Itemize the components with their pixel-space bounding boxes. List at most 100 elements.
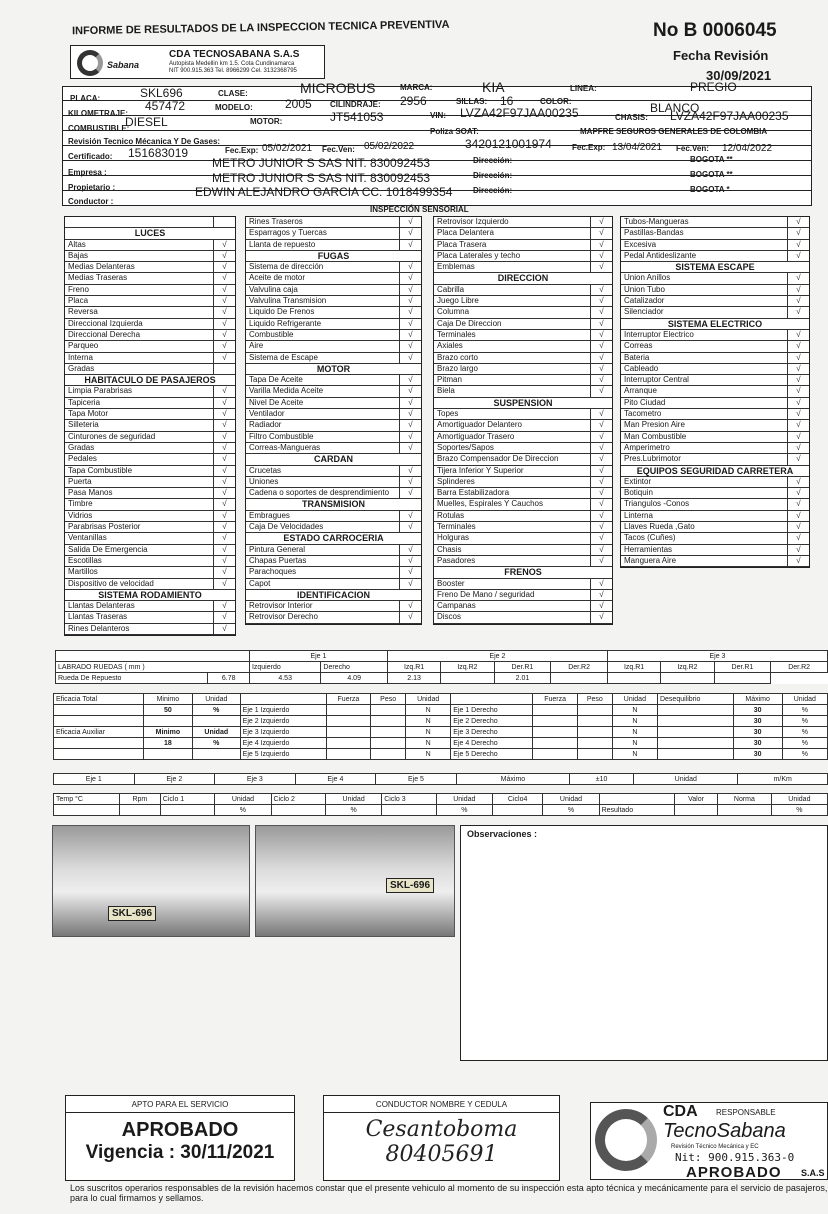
check-mark: √ bbox=[787, 307, 809, 318]
table-cell: Eje 3 Derecho bbox=[450, 726, 534, 738]
item-label: Escotillas bbox=[68, 555, 102, 565]
check-mark: √ bbox=[399, 578, 421, 589]
checklist-item: Freno √ bbox=[65, 284, 235, 297]
check-mark: √ bbox=[213, 296, 235, 307]
table-cell bbox=[576, 748, 613, 760]
table-row: 18% Eje 4 Izquierdo N Eje 4 Derecho N 30% bbox=[53, 737, 828, 749]
table-cell bbox=[118, 804, 161, 816]
check-mark: √ bbox=[213, 522, 235, 533]
item-label: Rotulas bbox=[437, 510, 465, 520]
table-cell: Minimo bbox=[142, 693, 193, 705]
section-header: IDENTIFICACION bbox=[246, 590, 421, 602]
check-mark: √ bbox=[213, 465, 235, 476]
conductor-signature-box: CONDUCTOR NOMBRE Y CEDULA Cesantoboma 80… bbox=[323, 1095, 560, 1181]
check-mark: √ bbox=[213, 262, 235, 273]
checklist-item: Booster √ bbox=[434, 578, 612, 590]
table-cell: Unidad bbox=[611, 693, 658, 705]
check-mark: √ bbox=[213, 601, 235, 612]
checklist-item: Ventilador √ bbox=[246, 409, 421, 421]
table-cell: % bbox=[781, 715, 828, 727]
checklist-item: Placa Trasera √ bbox=[434, 239, 612, 251]
stamp-sas: S.A.S bbox=[801, 1168, 825, 1178]
section-header: EQUIPOS SEGURIDAD CARRETERA bbox=[621, 466, 809, 477]
fven-label: Fec.Ven: bbox=[676, 144, 709, 153]
table-cell: Temp °C bbox=[53, 793, 120, 805]
check-mark: √ bbox=[590, 250, 612, 262]
check-mark: √ bbox=[213, 612, 235, 623]
table-cell: N bbox=[611, 748, 658, 760]
check-mark: √ bbox=[787, 375, 809, 386]
checklist-item: Brazo Compensador De Direccion √ bbox=[434, 454, 612, 466]
item-label: Pintura General bbox=[249, 544, 306, 554]
checklist-item: Discos √ bbox=[434, 612, 612, 624]
table-row: %%%% Resultado% bbox=[53, 804, 828, 816]
checklist-item: Tacos (Cuñes) √ bbox=[621, 533, 809, 545]
table-cell bbox=[532, 737, 578, 749]
item-label: Bateria bbox=[624, 352, 650, 362]
table-cell: Unidad bbox=[405, 693, 452, 705]
table-cell: N bbox=[405, 704, 452, 716]
table-cell: ±10 bbox=[569, 773, 635, 785]
check-mark: √ bbox=[787, 522, 809, 533]
item-label: Amperimetro bbox=[624, 442, 670, 452]
table-row: Rueda De Repuesto 6.78 4.53 4.09 2.13 2.01 bbox=[54, 672, 828, 684]
table-cell: N bbox=[611, 704, 658, 716]
marca-label: MARCA: bbox=[400, 83, 433, 92]
item-label: Brazo Compensador De Direccion bbox=[437, 454, 559, 464]
responsable-header: RESPONSABLE bbox=[716, 1108, 776, 1117]
table-cell bbox=[53, 804, 120, 816]
table-cell: % bbox=[191, 737, 241, 749]
check-mark: √ bbox=[399, 431, 421, 442]
check-mark: √ bbox=[787, 409, 809, 420]
review-date-label: Fecha Revisión bbox=[673, 48, 769, 63]
checklist-item: Martillos √ bbox=[65, 567, 235, 579]
apto-status: APROBADO bbox=[121, 1119, 239, 1141]
checklist-column-2: Rines Traseros √ Esparragos y Tuercas √ Llan… bbox=[245, 216, 422, 625]
comb-label: COMBUSTIBLE: bbox=[68, 124, 130, 133]
table-cell: m/Km bbox=[737, 773, 828, 785]
table-cell: Norma bbox=[717, 793, 772, 805]
table-cell: Unidad bbox=[781, 693, 828, 705]
modelo-label: MODELO: bbox=[215, 103, 253, 112]
conductor-header: CONDUCTOR NOMBRE Y CEDULA bbox=[324, 1096, 559, 1113]
check-mark: √ bbox=[590, 533, 612, 544]
item-label: Sistema de dirección bbox=[249, 262, 324, 272]
item-label: Topes bbox=[437, 409, 459, 419]
check-mark: √ bbox=[399, 284, 421, 296]
table-cell: Unidad bbox=[633, 773, 739, 785]
checklist-item: Terminales √ bbox=[434, 522, 612, 534]
item-label: Herramientas bbox=[624, 544, 673, 554]
table-row: Eje 1 Eje 2 Eje 3 bbox=[55, 650, 828, 662]
checklist-item: Pintura General √ bbox=[246, 544, 421, 556]
check-mark: √ bbox=[590, 262, 612, 273]
conductor-signature-id: 80405691 bbox=[385, 1142, 498, 1167]
item-label: Columna bbox=[437, 307, 470, 317]
empresa-label: Empresa : bbox=[68, 168, 107, 177]
address-line: Autopista Medellin km 1.5. Cota Cundinam… bbox=[169, 61, 295, 67]
item-label: Union Anillos bbox=[624, 273, 671, 283]
item-label: Freno bbox=[68, 284, 89, 294]
check-mark: √ bbox=[213, 431, 235, 442]
table-row: 50% Eje 1 Izquierdo N Eje 1 Derecho N 30% bbox=[53, 704, 828, 716]
check-mark: √ bbox=[399, 420, 421, 431]
table-cell bbox=[142, 715, 193, 727]
checklist-column-3: Retrovisor Izquierdo √ Placa Delantera √ Pla… bbox=[433, 216, 613, 625]
vin-value: LVZA42F97JAA00235 bbox=[460, 106, 579, 120]
item-label: Placa Laterales y techo bbox=[437, 250, 521, 260]
comb-value: DIESEL bbox=[125, 115, 168, 129]
checklist-item: Freno De Mano / seguridad √ bbox=[434, 589, 612, 602]
item-label: Retrovisor Derecho bbox=[249, 612, 318, 622]
table-cell: Unidad bbox=[770, 793, 828, 805]
item-label: Interruptor Central bbox=[624, 375, 689, 385]
table-cell bbox=[325, 704, 372, 716]
table-cell: 30 bbox=[732, 737, 783, 749]
check-mark: √ bbox=[399, 555, 421, 567]
checklist-item: Llaves Rueda ,Gato √ bbox=[621, 522, 809, 534]
check-mark: √ bbox=[213, 623, 235, 634]
dir-label: Dirección: bbox=[473, 186, 513, 195]
check-mark: √ bbox=[590, 307, 612, 318]
item-label: Valvulina Transmision bbox=[249, 296, 327, 306]
observaciones-label: Observaciones : bbox=[467, 829, 538, 839]
table-cell bbox=[370, 715, 407, 727]
item-label: Aire bbox=[249, 341, 264, 351]
